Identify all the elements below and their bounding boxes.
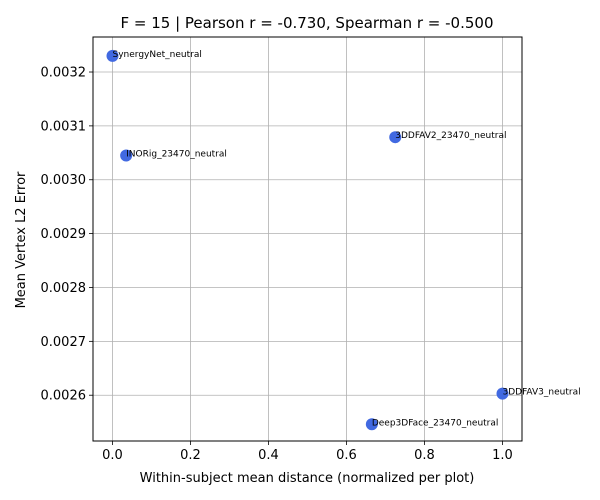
scatter-point xyxy=(496,387,509,400)
x-tick-label: 0.0 xyxy=(102,448,123,463)
point-label: Deep3DFace_23470_neutral xyxy=(372,418,499,428)
y-tick-label: 0.0032 xyxy=(41,66,87,81)
y-tick-label: 0.0027 xyxy=(41,335,87,350)
x-tick-label: 0.8 xyxy=(414,448,435,463)
y-tick-label: 0.0030 xyxy=(41,173,87,188)
point-label: 3DDFAV3_neutral xyxy=(503,388,581,398)
y-tick-label: 0.0029 xyxy=(41,227,87,242)
y-tick-label: 0.0026 xyxy=(41,389,87,404)
scatter-point xyxy=(106,49,119,62)
point-label: INORig_23470_neutral xyxy=(126,150,227,160)
scatter-point xyxy=(365,418,378,431)
x-tick-label: 0.6 xyxy=(336,448,357,463)
x-tick-label: 0.2 xyxy=(180,448,201,463)
data-points xyxy=(106,49,509,431)
point-label: SynergyNet_neutral xyxy=(113,50,202,60)
y-tick-label: 0.0031 xyxy=(41,119,87,134)
y-axis-label: Mean Vertex L2 Error xyxy=(14,171,29,308)
point-labels: SynergyNet_neutral INORig_23470_neutral 3D… xyxy=(113,50,581,428)
axis-ticks: 0.0 0.2 0.4 0.6 0.8 1.0 0.0026 0.0027 0.0028 0.00… xyxy=(41,66,513,463)
scatter-point xyxy=(389,131,402,144)
point-label: 3DDFAV2_23470_neutral xyxy=(395,131,506,141)
grid-lines xyxy=(93,37,522,441)
y-tick-label: 0.0028 xyxy=(41,281,87,296)
chart-title: F = 15 | Pearson r = -0.730, Spearman r … xyxy=(120,14,493,32)
scatter-point xyxy=(120,149,133,162)
x-axis-label: Within-subject mean distance (normalized… xyxy=(140,471,475,486)
plot-area-frame xyxy=(92,36,523,442)
x-tick-label: 0.4 xyxy=(258,448,279,463)
x-tick-label: 1.0 xyxy=(492,448,513,463)
